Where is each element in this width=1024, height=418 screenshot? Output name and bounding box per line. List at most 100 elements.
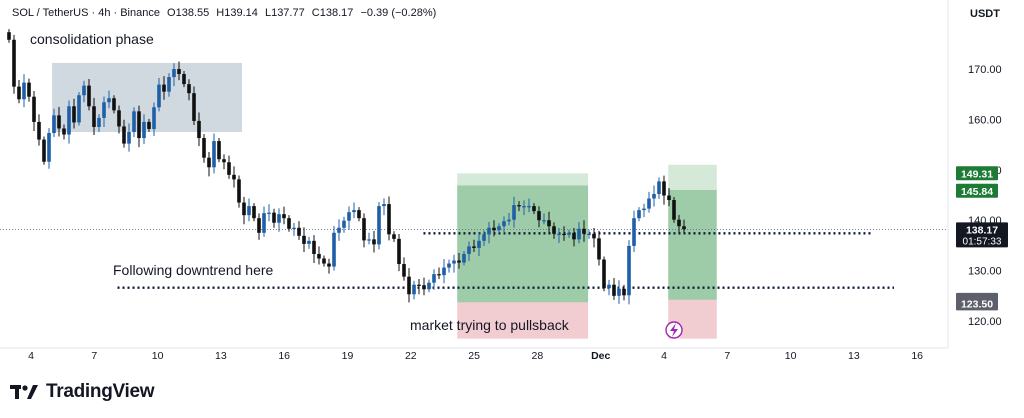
candle — [247, 198, 251, 222]
candle-body — [172, 69, 176, 78]
long-target-zone — [457, 173, 589, 186]
candle-body — [447, 263, 451, 268]
candle — [417, 278, 421, 295]
x-tick-label: 4 — [661, 350, 667, 362]
symbol-legend[interactable]: SOL / TetherUS · 4h · Binance O138.55 H1… — [12, 7, 440, 19]
candle — [92, 97, 96, 136]
candle-body — [292, 227, 296, 230]
candle — [587, 229, 591, 239]
candle — [537, 206, 541, 228]
candle — [57, 106, 61, 137]
candle-body — [387, 204, 391, 235]
candle — [542, 213, 546, 225]
candle-body — [157, 84, 161, 108]
ohlc-close: C138.17 — [311, 7, 354, 19]
candle-body — [82, 85, 86, 96]
candle-body — [507, 219, 511, 222]
candle — [52, 108, 56, 138]
candle — [147, 118, 151, 132]
candle — [237, 175, 241, 208]
candle — [222, 154, 226, 170]
candle-body — [52, 115, 56, 134]
price-tag: 149.31 — [956, 166, 998, 181]
candle-body — [342, 220, 346, 228]
candle — [472, 239, 476, 252]
ohlc-open: O138.55 — [167, 7, 210, 19]
candle-body — [397, 238, 401, 265]
candle-body — [467, 246, 471, 254]
candle — [407, 268, 411, 303]
candle — [97, 113, 101, 132]
candle — [262, 206, 266, 237]
candle — [352, 202, 356, 219]
candle — [142, 114, 146, 145]
candle — [282, 206, 286, 225]
candle-body — [227, 162, 231, 175]
currency-button[interactable]: USDT — [970, 8, 1000, 20]
candle-body — [377, 206, 381, 245]
candle — [272, 208, 276, 228]
candle-body — [132, 111, 136, 132]
candle — [312, 235, 316, 264]
y-tick-label: 170.00 — [968, 64, 1002, 76]
candle-body — [257, 218, 261, 233]
candle-body — [297, 227, 301, 236]
candle — [242, 196, 246, 225]
candle-body — [432, 274, 436, 283]
candle-body — [312, 240, 316, 254]
candle-body — [652, 193, 656, 199]
x-tick-label: 13 — [215, 350, 227, 362]
candle — [647, 191, 651, 213]
candle-body — [637, 210, 641, 219]
candle — [622, 284, 626, 301]
x-tick-label: 4 — [28, 350, 34, 362]
candle — [577, 222, 581, 244]
candle — [442, 259, 446, 284]
candle — [307, 236, 311, 249]
x-tick-label: 19 — [342, 350, 354, 362]
candle-body — [587, 233, 591, 236]
candle-body — [502, 221, 506, 227]
candle — [207, 151, 211, 177]
candle-body — [497, 226, 501, 231]
candle-body — [512, 205, 516, 220]
candle — [562, 226, 566, 241]
countdown-label: 01:57:33 — [963, 236, 1002, 247]
candle — [67, 100, 71, 144]
candle — [297, 221, 301, 240]
candle — [527, 198, 531, 213]
candle — [482, 230, 486, 246]
candle — [302, 227, 306, 252]
brand-name: TradingView — [46, 381, 155, 402]
candle — [47, 128, 51, 169]
candle — [372, 230, 376, 253]
price-tag-label: 149.31 — [961, 168, 993, 180]
candle — [162, 76, 166, 100]
candle-body — [437, 274, 441, 276]
candle-body — [352, 210, 356, 213]
x-tick-label: 13 — [848, 350, 860, 362]
candle-body — [67, 106, 71, 135]
y-tick-label: 130.00 — [968, 266, 1002, 278]
candle-body — [372, 239, 376, 245]
candle-body — [472, 246, 476, 248]
candle-body — [577, 228, 581, 240]
candle — [437, 267, 441, 280]
candle-body — [252, 206, 256, 219]
price-tag: 123.50 — [956, 296, 998, 311]
candle-body — [412, 284, 416, 295]
candle-body — [152, 107, 156, 129]
candle — [182, 71, 186, 88]
candle-body — [277, 214, 281, 223]
candle-body — [457, 260, 461, 263]
candle-body — [232, 174, 236, 180]
candle — [462, 250, 466, 266]
candle-body — [192, 93, 196, 121]
candle — [652, 185, 656, 207]
candle — [632, 210, 636, 252]
candle — [122, 119, 126, 148]
symbol-label[interactable]: SOL / TetherUS · 4h · Binance — [12, 7, 160, 19]
candle — [612, 278, 616, 300]
candle — [637, 207, 641, 222]
